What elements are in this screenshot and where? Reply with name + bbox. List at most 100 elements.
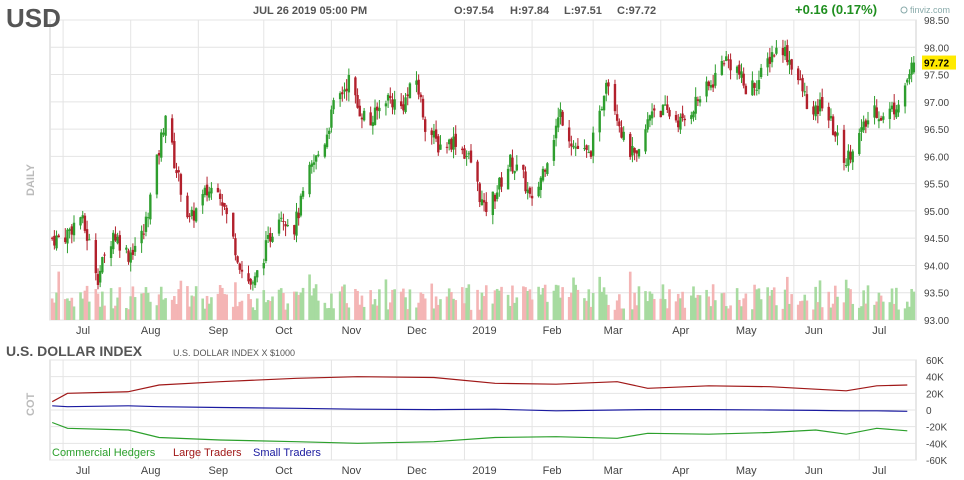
candle-body [613,83,617,112]
candle-body [707,81,710,87]
candle-body [173,141,176,169]
candle-body [389,95,392,99]
volume-bar [790,294,793,320]
volume-bar [851,303,855,320]
candle-body [175,170,178,174]
candle-body [759,67,763,78]
volume-bar [393,289,396,320]
volume-bar [277,289,281,320]
cot-line-commercial-hedgers [51,421,908,444]
volume-bar [543,284,547,320]
volume-bar [644,291,647,320]
candle-body [101,256,104,273]
volume-bar [589,306,593,320]
volume-bar [295,291,298,320]
candle-body [177,170,180,173]
candle-body [234,238,237,256]
cot-tick-label: -40K [926,439,947,450]
candle-body [249,278,252,285]
candle-body [186,195,189,218]
volume-bar [530,299,534,320]
candle-body [232,212,235,237]
volume-bar [818,280,822,320]
candle-body [312,162,316,165]
candle-body [216,187,220,193]
cot-tick-label: 60K [926,356,944,367]
volume-bar [325,308,329,320]
candle-body [862,121,865,131]
period-label: DAILY [25,163,37,196]
candle-body [679,116,682,130]
candle-body [821,97,824,109]
candle-body [116,236,119,244]
volume-bar [740,306,743,320]
volume-bar [537,286,540,320]
volume-bar [905,301,909,320]
volume-bar [175,304,178,320]
volume-bar [131,286,135,320]
candle-body [415,80,418,85]
volume-bar [81,298,85,320]
cot-tick-label: 20K [926,389,944,400]
volume-bar [251,307,255,320]
volume-bar [70,297,74,320]
candle-body [515,164,519,171]
candle-body [498,177,501,190]
candle-body [500,177,503,187]
volume-bar [751,309,754,320]
volume-bar [317,300,320,320]
volume-bar [234,282,237,320]
volume-bar [308,274,311,320]
volume-bar [498,290,501,320]
cot-month-label: Feb [543,465,562,477]
volume-bar [847,288,850,320]
volume-bar [68,300,71,320]
candle-body [694,96,697,114]
volume-bar [646,301,649,320]
candle-body [155,154,159,195]
volume-bar [186,286,189,320]
cot-month-label: May [736,465,757,477]
candle-body [271,236,274,242]
candle-body [541,168,545,181]
candle-body [799,79,802,81]
candle-body [72,222,76,236]
candle-body [201,194,204,206]
cot-month-label: Mar [604,465,623,477]
candle-body [188,215,191,217]
volume-bar [247,294,250,320]
candle-body [384,103,388,107]
volume-bar [388,302,392,320]
candle-body [530,195,534,199]
volume-bar [842,302,846,320]
volume-bar [652,298,656,320]
candle-body [284,224,287,227]
volume-bar [607,304,610,320]
legend-small-traders: Small Traders [253,447,321,459]
candle-body [537,186,540,197]
candle-body [803,91,806,93]
finviz-logo[interactable]: finviz.com [900,5,950,15]
cot-title: U.S. DOLLAR INDEX [6,343,143,359]
volume-bar [286,303,290,320]
volume-bar [347,307,351,320]
volume-bar [177,289,181,320]
candle-body [633,148,636,153]
candle-body [240,269,244,272]
volume-bar [103,305,106,320]
volume-bar [159,286,163,320]
candle-body [561,111,564,126]
price-month-label: Sep [209,325,229,337]
volume-bar [775,305,778,320]
volume-bar [711,284,715,320]
candle-body [849,151,852,160]
candle-body [735,66,739,73]
candle-body [360,117,364,120]
candle-body [485,201,488,212]
volume-bar [255,298,259,320]
volume-bar [833,285,837,320]
candle-body [847,150,850,166]
volume-bar [572,277,575,320]
cot-subtitle: U.S. DOLLAR INDEX X $1000 [173,348,295,358]
volume-bar [194,286,198,320]
